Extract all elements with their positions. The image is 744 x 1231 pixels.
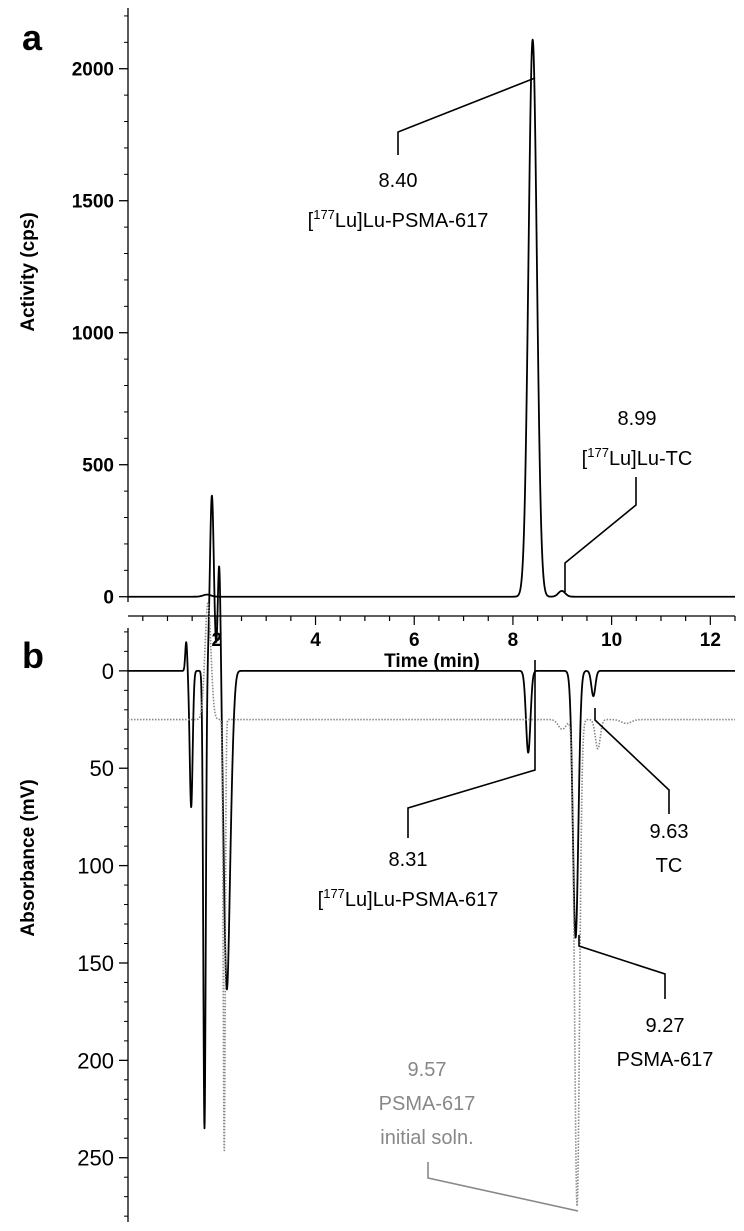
panel-a-y-axis-title: Activity (cps)	[18, 212, 39, 331]
annotation-compound-label: TC	[656, 855, 683, 877]
y-tick-label: 2000	[72, 60, 114, 81]
annotation-compound-label: PSMA-617	[379, 1093, 476, 1115]
panel-b-letter: b	[22, 635, 44, 676]
annotation-leader-line	[407, 660, 536, 838]
panel-a-x-axis-title: Time (min)	[384, 651, 480, 672]
annotation-retention-time: 9.63	[650, 821, 689, 843]
annotation-compound-label: [177Lu]Lu-TC	[582, 445, 693, 470]
y-tick-label: 0	[102, 659, 114, 684]
x-tick-label: 8	[508, 630, 519, 651]
annotation-compound-label: PSMA-617	[617, 1049, 714, 1071]
annotation-retention-time: 9.27	[646, 1015, 685, 1037]
annotation-leader-line	[397, 77, 536, 155]
annotation-retention-time: 9.57	[408, 1059, 447, 1081]
annotations-layer: 8.40[177Lu]Lu-PSMA-6178.99[177Lu]Lu-TC8.…	[308, 77, 714, 1212]
y-tick-label: 100	[77, 854, 114, 879]
panel-b-annotation-1: 8.31 [177Lu]Lu-PSMA-617	[318, 660, 536, 911]
annotation-leader-line	[578, 935, 666, 999]
y-tick-label: 500	[82, 456, 114, 477]
x-tick-label: 10	[601, 630, 622, 651]
y-tick-label: 50	[90, 756, 114, 781]
annotation-retention-time: 8.31	[389, 849, 428, 871]
panel-b-axes: 0 50 100 150 200 250	[77, 628, 129, 1222]
annotation-leader-line	[564, 477, 637, 592]
y-tick-label: 200	[77, 1048, 114, 1073]
annotation-retention-time: 8.40	[379, 170, 418, 192]
panel-b-annotation-3: 9.27 PSMA-617	[578, 935, 714, 1071]
series-layer	[127, 38, 736, 1207]
panel-a-annotation-2: 8.99 [177Lu]Lu-TC	[564, 408, 693, 592]
annotation-leader-line	[427, 1162, 579, 1212]
panel-b-y-axis-title: Absorbance (mV)	[18, 779, 39, 936]
panel-a-series-1-line	[127, 38, 736, 598]
panel-b-series-1-line	[127, 494, 736, 1130]
annotation-compound-note: initial soln.	[380, 1127, 473, 1149]
y-tick-label: 0	[103, 588, 114, 609]
y-tick-label: 150	[77, 951, 114, 976]
panel-b-annotation-4: 9.57 PSMA-617 initial soln.	[379, 1059, 579, 1212]
panel-a-annotation-1: 8.40 [177Lu]Lu-PSMA-617	[308, 77, 536, 232]
x-tick-label: 4	[310, 630, 321, 651]
annotation-leader-line	[594, 708, 670, 814]
x-tick-label: 6	[409, 630, 420, 651]
x-tick-label: 12	[700, 630, 721, 651]
panel-b-series-2-line	[127, 601, 736, 1207]
panel-a-letter: a	[22, 17, 43, 58]
y-tick-label: 1000	[72, 324, 114, 345]
y-tick-label: 1500	[72, 192, 114, 213]
panel-b-annotation-2: 9.63 TC	[594, 708, 689, 877]
annotation-compound-label: [177Lu]Lu-PSMA-617	[318, 886, 499, 911]
annotation-retention-time: 8.99	[618, 408, 657, 430]
y-tick-label: 250	[77, 1146, 114, 1171]
annotation-compound-label: [177Lu]Lu-PSMA-617	[308, 207, 489, 232]
